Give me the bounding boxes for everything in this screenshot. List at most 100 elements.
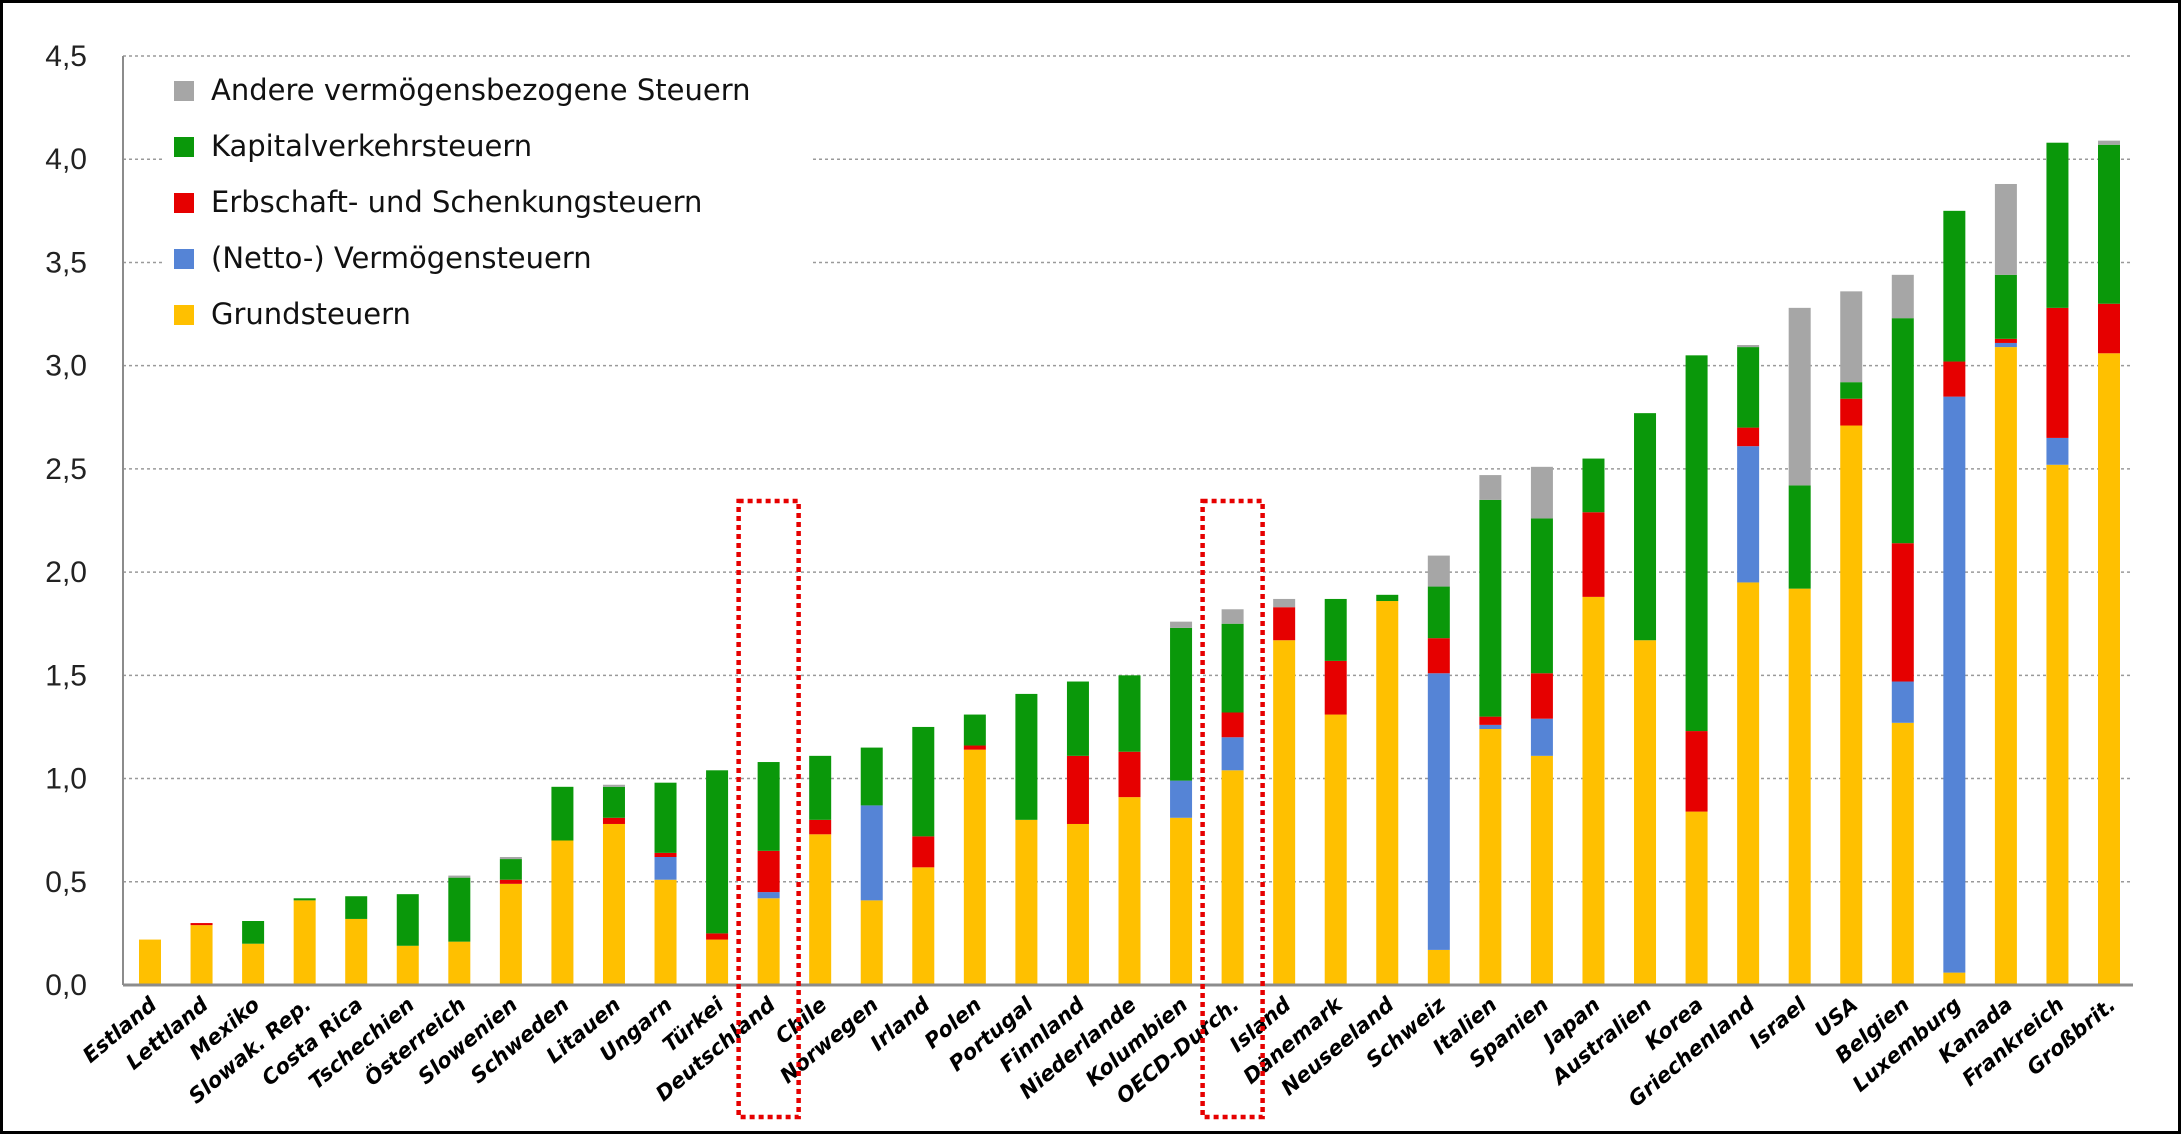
bar-segment bbox=[1891, 274, 1914, 319]
bar-segment bbox=[1994, 183, 2017, 275]
bar-segment bbox=[499, 883, 522, 985]
highlight-box bbox=[1200, 498, 1265, 1120]
bar-segment bbox=[1273, 640, 1296, 985]
bar-segment bbox=[706, 939, 729, 985]
bar-segment bbox=[1273, 607, 1296, 641]
bar-segment bbox=[860, 747, 883, 806]
bar-segment bbox=[1634, 640, 1657, 985]
legend-label: Erbschaft- und Schenkungsteuern bbox=[211, 185, 702, 219]
bar-segment bbox=[293, 898, 316, 901]
bar-segment bbox=[139, 939, 161, 985]
legend-label: Andere vermögensbezogene Steuern bbox=[211, 73, 751, 107]
legend-label: (Netto-) Vermögensteuern bbox=[211, 241, 592, 275]
legend-swatch bbox=[174, 137, 194, 157]
bar-segment bbox=[1994, 274, 2017, 339]
bar-segment bbox=[2046, 307, 2069, 438]
bar-segment bbox=[809, 834, 832, 985]
bar-segment bbox=[602, 784, 625, 787]
bar-segment bbox=[1170, 817, 1193, 985]
bar-segment bbox=[1066, 755, 1089, 824]
y-tick-label: 4,5 bbox=[45, 40, 87, 73]
bar-segment bbox=[1582, 596, 1605, 985]
bar-segment bbox=[654, 857, 677, 880]
bar-segment bbox=[1685, 731, 1708, 812]
bar-segment bbox=[809, 755, 832, 820]
bar-segment bbox=[499, 859, 522, 880]
bar-segment bbox=[1066, 823, 1089, 985]
bar-segment bbox=[1221, 770, 1244, 985]
bar-segment bbox=[2046, 142, 2069, 308]
x-tick-label: Irland bbox=[866, 992, 935, 1056]
bar-segment bbox=[860, 900, 883, 985]
bar-segment bbox=[654, 879, 677, 985]
bar-segment bbox=[1737, 427, 1760, 447]
bar-segment bbox=[1221, 623, 1244, 713]
bar-segment bbox=[1737, 582, 1760, 985]
bar-segment bbox=[1634, 413, 1657, 641]
bar-segment bbox=[1479, 729, 1502, 985]
bar-segment bbox=[551, 840, 574, 985]
bar-segment bbox=[1994, 338, 2017, 343]
legend-swatch bbox=[174, 249, 194, 269]
bar-segment bbox=[1943, 210, 1966, 362]
bar-segment bbox=[2046, 437, 2069, 465]
bar-segment bbox=[963, 714, 986, 746]
bar-segment bbox=[551, 786, 574, 841]
legend-label: Kapitalverkehrsteuern bbox=[211, 129, 532, 163]
bar-segment bbox=[1943, 972, 1966, 985]
bar-segment bbox=[1788, 588, 1811, 985]
bar-segment bbox=[1530, 718, 1553, 756]
bar-segment bbox=[1737, 446, 1760, 583]
bar-segment bbox=[396, 894, 419, 946]
bar-segment bbox=[1427, 555, 1450, 587]
legend-label: Grundsteuern bbox=[211, 297, 411, 331]
bar-segment bbox=[242, 943, 265, 985]
bar-segment bbox=[1221, 712, 1244, 738]
bar-segment bbox=[1737, 347, 1760, 428]
bar-segment bbox=[345, 918, 368, 985]
bar-segment bbox=[1994, 347, 2017, 985]
y-tick-label: 0,0 bbox=[45, 969, 87, 1002]
bar-segment bbox=[602, 823, 625, 985]
bar-segment bbox=[602, 786, 625, 818]
bar-segment bbox=[757, 892, 780, 899]
y-tick-label: 1,0 bbox=[45, 763, 87, 796]
y-tick-label: 4,0 bbox=[45, 143, 87, 176]
bar-segment bbox=[1530, 755, 1553, 985]
bar-segment bbox=[2098, 303, 2120, 354]
y-tick-label: 2,0 bbox=[45, 556, 87, 589]
bar-segment bbox=[1118, 675, 1141, 752]
bar-segment bbox=[706, 770, 729, 934]
bar-segment bbox=[1582, 512, 1605, 597]
bar-segment bbox=[1891, 681, 1914, 723]
bar-segment bbox=[2098, 140, 2120, 145]
bar-segment bbox=[963, 749, 986, 985]
bar-segment bbox=[1943, 396, 1966, 973]
bar-segment bbox=[860, 805, 883, 901]
bar-segment bbox=[1737, 345, 1760, 348]
bar-segment bbox=[1840, 425, 1863, 986]
bar-segment bbox=[757, 850, 780, 893]
bar-segment bbox=[654, 852, 677, 858]
stacked-bar-chart: 0,00,51,01,52,02,53,03,54,04,5EstlandLet… bbox=[45, 40, 2133, 1120]
bar-segment bbox=[1479, 475, 1502, 500]
bar-segment bbox=[1324, 598, 1347, 661]
bar-segment bbox=[396, 945, 419, 985]
bar-segment bbox=[1479, 724, 1502, 730]
bar-segment bbox=[706, 933, 729, 940]
bar-segment bbox=[757, 898, 780, 985]
bar-segment bbox=[1015, 693, 1038, 820]
bar-segment bbox=[293, 900, 316, 985]
legend-swatch bbox=[174, 193, 194, 213]
bar-segment bbox=[963, 745, 986, 750]
bar-segment bbox=[190, 923, 213, 926]
bar-segment bbox=[1788, 307, 1811, 486]
x-tick-label: Israel bbox=[1745, 992, 1812, 1054]
bar-segment bbox=[1427, 638, 1450, 674]
bar-segment bbox=[1685, 811, 1708, 985]
bar-segment bbox=[1840, 398, 1863, 426]
bar-segment bbox=[1324, 714, 1347, 985]
bar-segment bbox=[1170, 780, 1193, 818]
bar-segment bbox=[1118, 751, 1141, 798]
